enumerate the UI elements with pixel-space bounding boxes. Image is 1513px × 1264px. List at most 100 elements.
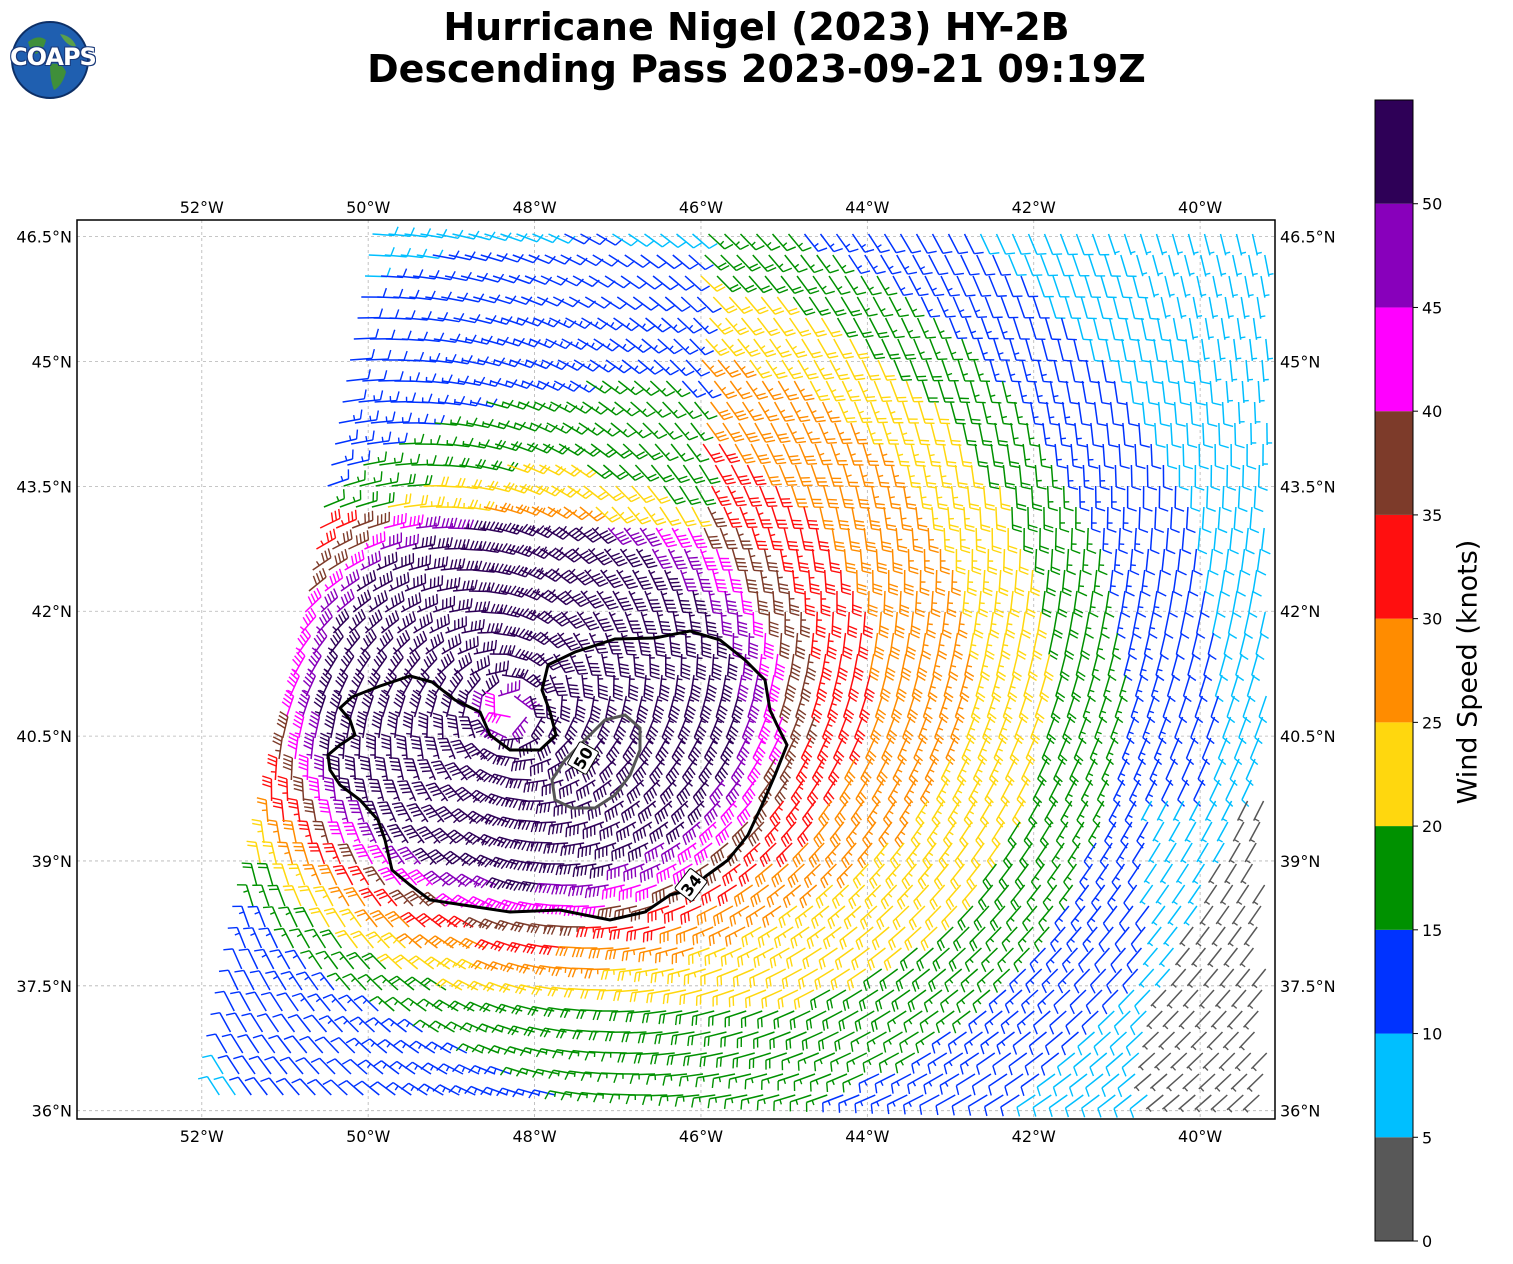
- wind-barb: [789, 716, 802, 745]
- wind-barb: [362, 866, 386, 886]
- wind-barb: [287, 863, 306, 886]
- wind-barb: [416, 826, 441, 844]
- wind-barb: [1045, 401, 1060, 426]
- wind-barb: [715, 1052, 739, 1068]
- contour-34kt: [326, 629, 789, 922]
- wind-barb: [319, 669, 333, 697]
- wind-barb: [618, 464, 644, 481]
- wind-barb: [420, 575, 444, 592]
- wind-barb: [885, 863, 901, 890]
- wind-barb: [351, 510, 374, 529]
- wind-barb: [1007, 527, 1018, 554]
- wind-barb: [1088, 254, 1106, 277]
- wind-barb: [830, 968, 851, 991]
- contour-label-50: 50: [567, 741, 599, 775]
- wind-barb: [1025, 338, 1042, 362]
- colorbar-frame: [1374, 99, 1414, 1242]
- wind-barb: [1002, 695, 1013, 724]
- wind-barb: [747, 548, 764, 572]
- wind-barb: [437, 312, 465, 323]
- wind-barb: [858, 989, 879, 1012]
- wind-barb: [830, 1052, 852, 1072]
- wind-barb: [1032, 1094, 1052, 1117]
- lat-tick-label-right: 43.5°N: [1280, 477, 1336, 496]
- wind-barb: [875, 548, 888, 575]
- wind-barb: [824, 842, 841, 868]
- wind-barb: [664, 569, 683, 592]
- wind-barb: [570, 464, 598, 478]
- wind-barb: [374, 391, 400, 403]
- wind-barb: [1193, 380, 1206, 406]
- wind-barb: [911, 1052, 932, 1074]
- wind-barb: [801, 1031, 823, 1051]
- wind-barb: [973, 905, 990, 931]
- wind-barb: [992, 968, 1011, 993]
- wind-barb: [849, 338, 870, 360]
- wind-barb: [977, 884, 994, 911]
- wind-barb: [358, 887, 382, 907]
- wind-barb: [532, 233, 560, 244]
- wind-barb: [656, 611, 673, 635]
- wind-barb: [365, 1017, 391, 1033]
- wind-barb: [624, 611, 643, 634]
- wind-barb: [237, 1034, 260, 1054]
- wind-barb: [658, 674, 670, 702]
- wind-barb: [533, 674, 557, 694]
- wind-barb: [716, 968, 738, 987]
- wind-barb: [891, 548, 903, 575]
- wind-barb: [1039, 527, 1050, 554]
- wind-barb: [625, 1094, 652, 1105]
- wind-barb: [1148, 611, 1158, 639]
- wind-barb: [435, 978, 463, 991]
- wind-barb: [464, 252, 492, 262]
- wind-barb: [308, 907, 330, 928]
- wind-barb: [1249, 506, 1260, 534]
- wind-barb: [1107, 233, 1120, 256]
- wind-barb: [861, 359, 881, 381]
- wind-barb: [416, 593, 439, 613]
- wind-barb: [367, 431, 392, 445]
- wind-barb: [720, 611, 733, 637]
- wind-barb: [1161, 779, 1173, 807]
- wind-barb: [717, 884, 738, 907]
- wind-barb: [1185, 506, 1196, 534]
- wind-barb: [991, 527, 1002, 554]
- wind-barb: [883, 947, 902, 971]
- wind-barb: [900, 317, 921, 339]
- wind-barb: [766, 443, 787, 465]
- wind-barb: [1142, 485, 1153, 512]
- wind-barb: [1106, 422, 1119, 448]
- wind-barb: [1000, 779, 1012, 807]
- wind-barb: [1086, 905, 1102, 932]
- lon-tick-label-top: 42°W: [1012, 198, 1056, 217]
- wind-barb: [647, 905, 670, 923]
- wind-barb: [1043, 506, 1054, 533]
- wind-barb: [741, 926, 762, 948]
- wind-barb: [559, 525, 587, 542]
- wind-barb: [456, 690, 469, 718]
- colorbar-tick-label: 5: [1422, 1128, 1432, 1147]
- wind-barb: [658, 422, 683, 440]
- wind-barb: [784, 737, 797, 765]
- wind-barb: [723, 1094, 748, 1109]
- wind-barb: [1007, 674, 1018, 703]
- wind-barb: [913, 338, 932, 361]
- wind-barb: [1016, 1094, 1036, 1117]
- wind-barb: [1070, 527, 1081, 554]
- wind-barb: [652, 275, 679, 291]
- wind-barb: [968, 779, 980, 807]
- wind-barb: [232, 905, 250, 928]
- wind-barb: [1143, 863, 1158, 885]
- wind-barb: [691, 506, 712, 528]
- wind-barb: [1243, 926, 1258, 947]
- wind-barb: [314, 1036, 340, 1054]
- wind-barb: [1094, 485, 1106, 512]
- wind-barb: [1018, 548, 1029, 576]
- wind-barb: [723, 233, 750, 250]
- wind-barb: [1008, 254, 1027, 277]
- wind-barb: [326, 972, 351, 991]
- wind-barb: [809, 380, 831, 402]
- wind-barb: [339, 908, 362, 928]
- wind-barb: [464, 1085, 492, 1096]
- wind-barb: [790, 779, 804, 807]
